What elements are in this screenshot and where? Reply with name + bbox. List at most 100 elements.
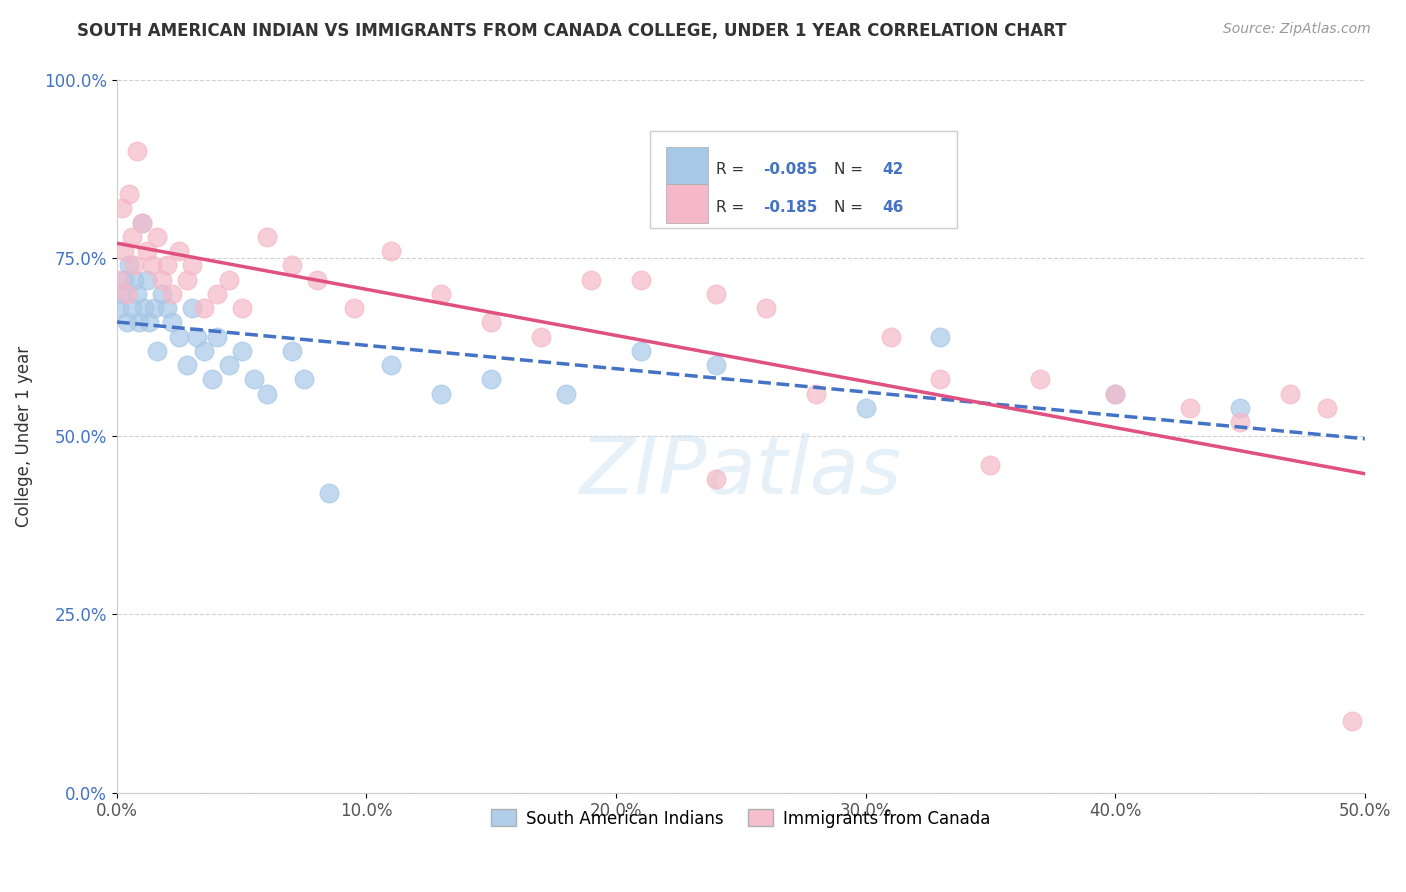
Point <box>124 258 146 272</box>
Point <box>138 315 160 329</box>
Point <box>1229 415 1251 429</box>
Point <box>1341 714 1364 729</box>
Point <box>343 301 366 315</box>
FancyBboxPatch shape <box>666 185 709 223</box>
Point <box>205 286 228 301</box>
Point <box>1104 386 1126 401</box>
Point <box>555 386 578 401</box>
Point <box>150 286 173 301</box>
Point <box>530 329 553 343</box>
Point <box>193 343 215 358</box>
Point <box>135 244 157 258</box>
Point <box>128 315 150 329</box>
Point <box>115 315 138 329</box>
Point <box>218 272 240 286</box>
FancyBboxPatch shape <box>650 131 956 228</box>
Point <box>118 186 141 201</box>
Point <box>1278 386 1301 401</box>
Point <box>630 272 652 286</box>
Point <box>193 301 215 315</box>
Text: R =: R = <box>716 162 749 177</box>
Point <box>755 301 778 315</box>
Point <box>479 315 502 329</box>
Point <box>167 329 190 343</box>
Text: Source: ZipAtlas.com: Source: ZipAtlas.com <box>1223 22 1371 37</box>
Point <box>156 258 179 272</box>
Point <box>121 229 143 244</box>
Point <box>180 258 202 272</box>
Point <box>115 286 138 301</box>
Text: N =: N = <box>834 200 869 215</box>
Point <box>201 372 224 386</box>
Point <box>186 329 208 343</box>
Point <box>231 301 253 315</box>
Point <box>804 386 827 401</box>
Point <box>112 244 135 258</box>
Point <box>131 215 153 229</box>
FancyBboxPatch shape <box>666 147 709 186</box>
Point <box>108 301 131 315</box>
Point <box>141 258 163 272</box>
Point <box>630 343 652 358</box>
Point <box>111 286 134 301</box>
Point <box>879 329 901 343</box>
Point <box>292 372 315 386</box>
Point <box>111 201 134 215</box>
Point <box>1029 372 1052 386</box>
Point <box>1178 401 1201 415</box>
Point <box>180 301 202 315</box>
Point <box>118 258 141 272</box>
Point <box>143 301 166 315</box>
Point <box>704 286 727 301</box>
Point <box>855 401 877 415</box>
Text: R =: R = <box>716 200 749 215</box>
Point <box>929 329 952 343</box>
Point <box>704 472 727 486</box>
Point <box>205 329 228 343</box>
Point <box>150 272 173 286</box>
Point <box>160 286 183 301</box>
Point <box>430 286 453 301</box>
Point <box>121 301 143 315</box>
Y-axis label: College, Under 1 year: College, Under 1 year <box>15 346 32 527</box>
Point <box>704 358 727 372</box>
Point <box>579 272 602 286</box>
Point <box>380 358 402 372</box>
Point <box>125 145 148 159</box>
Point <box>124 272 146 286</box>
Point <box>231 343 253 358</box>
Point <box>256 386 278 401</box>
Text: -0.085: -0.085 <box>763 162 818 177</box>
Point <box>125 286 148 301</box>
Point <box>218 358 240 372</box>
Point <box>176 272 198 286</box>
Point <box>1316 401 1339 415</box>
Point <box>145 229 167 244</box>
Point <box>256 229 278 244</box>
Point <box>156 301 179 315</box>
Point <box>1104 386 1126 401</box>
Text: -0.185: -0.185 <box>763 200 818 215</box>
Point <box>108 272 131 286</box>
Point <box>380 244 402 258</box>
Point <box>280 258 302 272</box>
Point <box>145 343 167 358</box>
Point <box>979 458 1001 472</box>
Point <box>430 386 453 401</box>
Point <box>929 372 952 386</box>
Point <box>280 343 302 358</box>
Point <box>479 372 502 386</box>
Point <box>112 272 135 286</box>
Point <box>160 315 183 329</box>
Point <box>134 301 156 315</box>
Point <box>1229 401 1251 415</box>
Text: N =: N = <box>834 162 869 177</box>
Point <box>243 372 266 386</box>
Point <box>176 358 198 372</box>
Point <box>305 272 328 286</box>
Point <box>167 244 190 258</box>
Point <box>131 215 153 229</box>
Text: SOUTH AMERICAN INDIAN VS IMMIGRANTS FROM CANADA COLLEGE, UNDER 1 YEAR CORRELATIO: SOUTH AMERICAN INDIAN VS IMMIGRANTS FROM… <box>77 22 1067 40</box>
Text: 46: 46 <box>882 200 903 215</box>
Point <box>135 272 157 286</box>
